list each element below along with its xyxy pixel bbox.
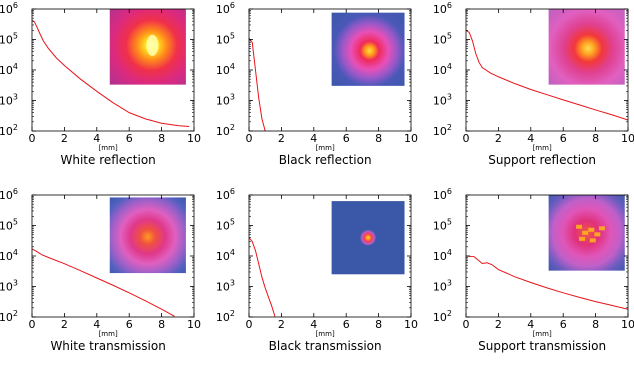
y-tick-label: 104 bbox=[0, 248, 18, 263]
x-tick-label: 2 bbox=[278, 318, 285, 331]
x-tick-label: 2 bbox=[278, 132, 285, 145]
y-tick-label: 105 bbox=[0, 218, 18, 233]
x-tick-label: 2 bbox=[61, 318, 68, 331]
x-tick-label: 4 bbox=[310, 318, 317, 331]
series-line-black-transmission-0 bbox=[249, 237, 276, 317]
y-tick-label: 104 bbox=[433, 62, 452, 77]
black-transmission-spot bbox=[331, 201, 405, 275]
chart-caption: White transmission bbox=[50, 339, 165, 353]
x-tick-label: 10 bbox=[187, 132, 201, 145]
series-line-black-reflection-0 bbox=[249, 37, 266, 131]
x-tick-label: 2 bbox=[61, 132, 68, 145]
y-tick-label: 105 bbox=[433, 32, 452, 47]
y-tick-label: 106 bbox=[216, 1, 235, 16]
x-axis-label: [mm] bbox=[99, 330, 118, 338]
x-tick-label: 8 bbox=[158, 132, 165, 145]
x-tick-label: 10 bbox=[621, 318, 634, 331]
series-line-white-transmission-0 bbox=[32, 248, 175, 317]
x-axis-label: [mm] bbox=[533, 144, 552, 152]
y-tick-label: 106 bbox=[216, 187, 235, 202]
y-tick-label: 105 bbox=[216, 218, 235, 233]
chart-white-transmission: 0 2 4 6 8 10 102 103 104 105 106 [mm]White transmis… bbox=[0, 187, 201, 353]
y-tick-label: 104 bbox=[216, 62, 235, 77]
x-tick-label: 0 bbox=[463, 318, 470, 331]
black-reflection-spot bbox=[331, 12, 405, 86]
x-tick-label: 4 bbox=[93, 318, 100, 331]
x-tick-label: 10 bbox=[404, 318, 418, 331]
chart-black-transmission: 0 2 4 6 8 10 102 103 104 105 106 [mm]Black transmis… bbox=[216, 187, 418, 353]
x-tick-label: 0 bbox=[29, 318, 36, 331]
x-tick-label: 10 bbox=[404, 132, 418, 145]
y-tick-label: 103 bbox=[433, 279, 452, 294]
x-tick-label: 6 bbox=[343, 318, 350, 331]
y-tick-label: 102 bbox=[216, 309, 235, 324]
x-tick-label: 0 bbox=[463, 132, 470, 145]
y-tick-label: 104 bbox=[0, 62, 18, 77]
white-reflection-spot bbox=[109, 9, 186, 85]
y-tick-label: 103 bbox=[216, 279, 235, 294]
x-tick-label: 2 bbox=[495, 132, 502, 145]
chart-caption: Black reflection bbox=[279, 153, 372, 167]
x-axis-label: [mm] bbox=[316, 330, 335, 338]
series-line-white-reflection-0 bbox=[32, 20, 190, 128]
x-tick-label: 8 bbox=[592, 132, 599, 145]
y-tick-label: 102 bbox=[0, 123, 18, 138]
x-tick-label: 4 bbox=[310, 132, 317, 145]
chart-white-reflection: 0 2 4 6 8 10 102 103 104 105 106 [mm]White reflecti… bbox=[0, 1, 201, 167]
y-tick-label: 105 bbox=[433, 218, 452, 233]
y-tick-label: 103 bbox=[0, 279, 18, 294]
y-tick-label: 103 bbox=[0, 93, 18, 108]
x-tick-label: 8 bbox=[375, 132, 382, 145]
support-reflection-spot bbox=[548, 9, 625, 85]
chart-black-reflection: 0 2 4 6 8 10 102 103 104 105 106 [mm]Black reflecti… bbox=[216, 1, 418, 167]
y-tick-label: 102 bbox=[433, 123, 452, 138]
y-tick-label: 104 bbox=[216, 248, 235, 263]
y-tick-label: 106 bbox=[0, 1, 18, 16]
support-transmission-spot bbox=[548, 195, 625, 271]
y-tick-label: 102 bbox=[433, 309, 452, 324]
x-tick-label: 6 bbox=[126, 132, 133, 145]
x-tick-label: 0 bbox=[246, 318, 253, 331]
x-tick-label: 6 bbox=[560, 132, 567, 145]
chart-caption: Black transmission bbox=[269, 339, 382, 353]
x-axis-label: [mm] bbox=[533, 330, 552, 338]
y-tick-label: 106 bbox=[0, 187, 18, 202]
x-tick-label: 8 bbox=[158, 318, 165, 331]
chart-caption: Support transmission bbox=[478, 339, 606, 353]
x-tick-label: 10 bbox=[621, 132, 634, 145]
y-tick-label: 103 bbox=[433, 93, 452, 108]
x-tick-label: 8 bbox=[592, 318, 599, 331]
x-axis-label: [mm] bbox=[99, 144, 118, 152]
x-tick-label: 4 bbox=[527, 132, 534, 145]
x-tick-label: 6 bbox=[560, 318, 567, 331]
x-tick-label: 6 bbox=[343, 132, 350, 145]
y-tick-label: 104 bbox=[433, 248, 452, 263]
x-tick-label: 10 bbox=[187, 318, 201, 331]
chart-caption: White reflection bbox=[60, 153, 155, 167]
y-tick-label: 106 bbox=[433, 187, 452, 202]
y-tick-label: 103 bbox=[216, 93, 235, 108]
white-transmission-spot bbox=[109, 197, 186, 274]
x-axis-label: [mm] bbox=[316, 144, 335, 152]
y-tick-label: 102 bbox=[216, 123, 235, 138]
chart-caption: Support reflection bbox=[488, 153, 596, 167]
y-tick-label: 105 bbox=[216, 32, 235, 47]
x-tick-label: 0 bbox=[29, 132, 36, 145]
y-tick-label: 105 bbox=[0, 32, 18, 47]
chart-support-reflection: 0 2 4 6 8 10 102 103 104 105 106 [mm]Support reflec… bbox=[433, 1, 634, 167]
x-tick-label: 4 bbox=[527, 318, 534, 331]
x-tick-label: 2 bbox=[495, 318, 502, 331]
series-line-support-reflection-0 bbox=[466, 29, 628, 121]
x-tick-label: 4 bbox=[93, 132, 100, 145]
y-tick-label: 102 bbox=[0, 309, 18, 324]
chart-support-transmission: 0 2 4 6 8 10 102 103 104 105 106 [mm]Support transm… bbox=[433, 187, 634, 353]
x-tick-label: 6 bbox=[126, 318, 133, 331]
x-tick-label: 0 bbox=[246, 132, 253, 145]
x-tick-label: 8 bbox=[375, 318, 382, 331]
y-tick-label: 106 bbox=[433, 1, 452, 16]
series-line-support-transmission-0 bbox=[466, 255, 628, 310]
